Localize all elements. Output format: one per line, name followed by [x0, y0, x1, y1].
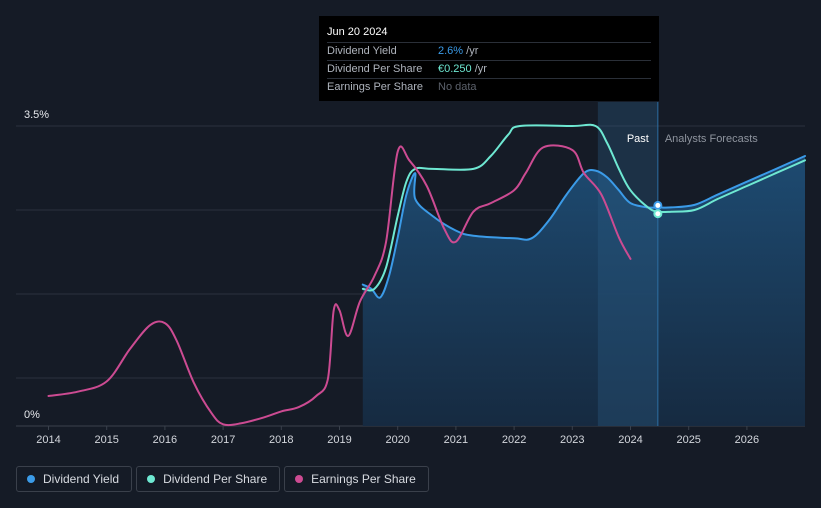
tooltip-label: Earnings Per Share [327, 81, 423, 93]
legend-dividend-per-share[interactable]: Dividend Per Share [136, 466, 281, 492]
x-tick-label: 2018 [269, 434, 293, 446]
x-tick-label: 2021 [444, 434, 468, 446]
x-tick-label: 2015 [94, 434, 118, 446]
legend-label: Dividend Yield [43, 472, 120, 486]
x-tick-label: 2017 [211, 434, 235, 446]
legend-dot-icon [295, 475, 304, 483]
x-tick-label: 2022 [502, 434, 526, 446]
x-tick-label: 2020 [385, 434, 409, 446]
y-tick-label-top: 3.5% [24, 109, 49, 121]
tooltip-value: 2.6% [438, 45, 464, 57]
tooltip-value: €0.250 [438, 63, 472, 75]
x-tick-label: 2019 [327, 434, 351, 446]
tooltip-date: Jun 20 2024 [327, 26, 388, 38]
legend-label: Dividend Per Share [163, 472, 268, 486]
x-tick-label: 2023 [560, 434, 584, 446]
past-label: Past [627, 133, 649, 145]
tooltip-label: Dividend Per Share [327, 63, 423, 75]
tooltip: Jun 20 2024 Dividend Yield 2.6% /yr Divi… [319, 16, 659, 101]
tooltip-row-dividend-per-share: Dividend Per Share €0.250 /yr [327, 60, 651, 78]
x-tick-label: 2024 [618, 434, 642, 446]
dividend-yield-marker [653, 200, 663, 210]
dividend-yield-area [362, 156, 805, 426]
dividend-yield-line [361, 155, 806, 299]
x-tick-label: 2025 [676, 434, 700, 446]
legend-dividend-yield[interactable]: Dividend Yield [16, 466, 133, 492]
tooltip-label: Dividend Yield [327, 45, 397, 57]
tooltip-unit: /yr [471, 63, 487, 75]
dividend-per-share-line [361, 123, 806, 292]
past-highlight-band [597, 102, 658, 426]
legend: Dividend Yield Dividend Per Share Earnin… [16, 466, 429, 492]
tooltip-row-dividend-yield: Dividend Yield 2.6% /yr [327, 42, 651, 60]
legend-dot-icon [27, 475, 35, 483]
tooltip-unit: /yr [463, 45, 479, 57]
tooltip-row-earnings-per-share: Earnings Per Share No data [327, 78, 651, 96]
legend-label: Earnings Per Share [311, 472, 416, 486]
y-tick-label-bottom: 0% [24, 409, 40, 421]
legend-dot-icon [147, 475, 156, 483]
analysts-forecasts-label: Analysts Forecasts [665, 133, 758, 145]
tooltip-value: No data [438, 81, 477, 93]
x-tick-label: 2026 [735, 434, 759, 446]
earnings-per-share-line [47, 144, 632, 427]
x-tick-label: 2014 [36, 434, 60, 446]
x-tick-label: 2016 [153, 434, 177, 446]
legend-earnings-per-share[interactable]: Earnings Per Share [284, 466, 429, 492]
dividend-per-share-marker [653, 209, 663, 219]
